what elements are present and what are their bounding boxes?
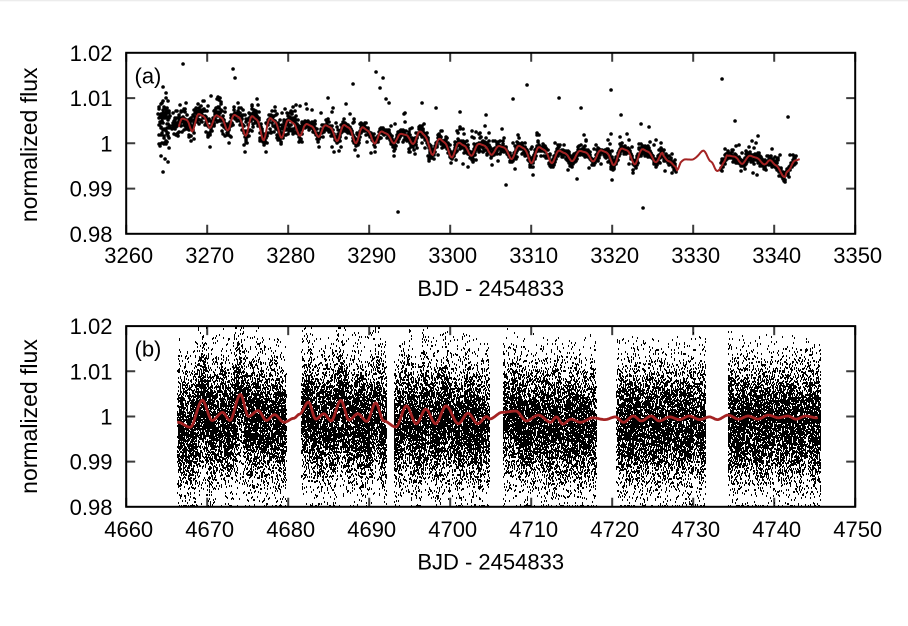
- svg-text:4710: 4710: [509, 517, 558, 542]
- svg-text:3270: 3270: [185, 243, 234, 268]
- svg-text:3260: 3260: [104, 243, 153, 268]
- svg-text:1.02: 1.02: [70, 314, 113, 339]
- svg-text:1: 1: [100, 131, 112, 156]
- svg-text:3280: 3280: [266, 243, 315, 268]
- svg-text:normalized flux: normalized flux: [16, 339, 42, 494]
- svg-text:0.99: 0.99: [70, 177, 113, 202]
- svg-text:3330: 3330: [671, 243, 720, 268]
- svg-text:0.98: 0.98: [70, 222, 113, 247]
- svg-text:normalized flux: normalized flux: [16, 67, 42, 222]
- svg-text:4720: 4720: [590, 517, 639, 542]
- svg-text:1.01: 1.01: [70, 359, 113, 384]
- svg-text:1.01: 1.01: [70, 86, 113, 111]
- svg-text:1.02: 1.02: [70, 41, 113, 66]
- svg-text:3350: 3350: [833, 243, 882, 268]
- svg-text:BJD - 2454833: BJD - 2454833: [417, 550, 564, 575]
- svg-text:4750: 4750: [833, 517, 882, 542]
- svg-text:3340: 3340: [752, 243, 801, 268]
- svg-text:(a): (a): [135, 63, 162, 88]
- svg-text:0.99: 0.99: [70, 450, 113, 475]
- svg-text:3320: 3320: [590, 243, 639, 268]
- svg-text:4660: 4660: [104, 517, 153, 542]
- svg-text:1: 1: [100, 405, 112, 430]
- svg-text:4690: 4690: [347, 517, 396, 542]
- svg-text:3290: 3290: [347, 243, 396, 268]
- svg-text:4680: 4680: [266, 517, 315, 542]
- svg-text:4730: 4730: [671, 517, 720, 542]
- svg-text:BJD - 2454833: BJD - 2454833: [417, 276, 564, 301]
- svg-text:3310: 3310: [509, 243, 558, 268]
- svg-text:4740: 4740: [752, 517, 801, 542]
- svg-text:0.98: 0.98: [70, 495, 113, 520]
- svg-text:4700: 4700: [428, 517, 477, 542]
- svg-text:(b): (b): [135, 337, 162, 362]
- svg-text:3300: 3300: [428, 243, 477, 268]
- svg-text:4670: 4670: [185, 517, 234, 542]
